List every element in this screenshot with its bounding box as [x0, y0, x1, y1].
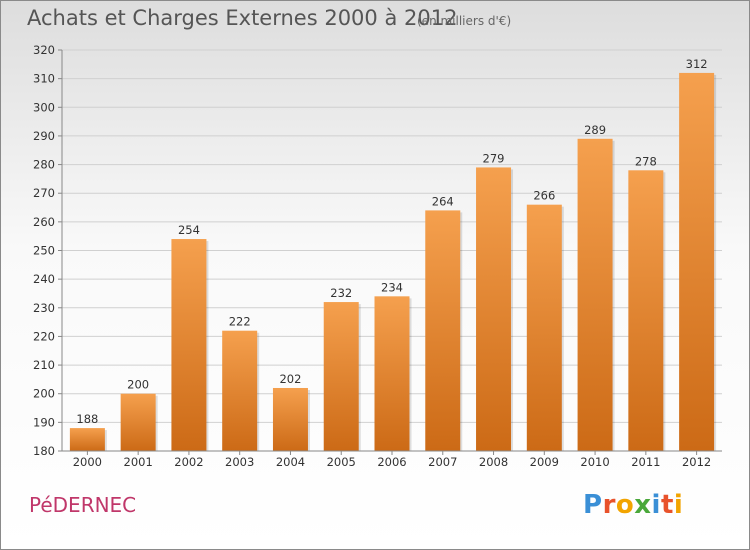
x-tick-label: 2007	[428, 455, 457, 469]
bar	[69, 428, 105, 451]
x-tick-label: 2009	[530, 455, 559, 469]
x-tick-label: 2004	[276, 455, 305, 469]
value-label: 289	[584, 123, 606, 137]
value-label: 222	[229, 315, 251, 329]
axes: 180 190 200 210 220 230 240 250 260 270 280 290 300 3…	[33, 43, 722, 469]
x-tick-label: 2001	[124, 455, 153, 469]
value-label: 234	[381, 280, 403, 294]
y-tick-label: 200	[33, 387, 55, 401]
x-tick-label: 2012	[682, 455, 711, 469]
x-tick-label: 2011	[631, 455, 660, 469]
bar	[577, 138, 613, 452]
value-label: 312	[686, 57, 708, 71]
y-tick-label: 230	[33, 301, 55, 315]
value-label: 232	[330, 286, 352, 300]
bar	[171, 239, 207, 451]
bar	[374, 296, 410, 451]
y-tick-label: 240	[33, 272, 55, 286]
value-label: 202	[279, 372, 301, 386]
y-tick-label: 280	[33, 158, 55, 172]
x-tick-label: 2002	[174, 455, 203, 469]
y-tick-label: 270	[33, 186, 55, 200]
chart-subtitle: (en milliers d'€)	[417, 14, 512, 28]
x-tick-label: 2003	[225, 455, 254, 469]
bar	[323, 302, 359, 451]
y-tick-label: 320	[33, 43, 55, 57]
bars: 188 200 254 222 202 232 234 264 279 266 289 278 312	[69, 57, 717, 452]
x-tick-label: 2005	[327, 455, 356, 469]
value-label: 188	[76, 412, 98, 426]
x-tick-label: 2000	[73, 455, 102, 469]
value-label: 278	[635, 154, 657, 168]
y-tick-label: 290	[33, 129, 55, 143]
proxiti-logo[interactable]: Proxiti	[583, 490, 684, 520]
x-tick-label: 2008	[479, 455, 508, 469]
bar	[222, 330, 258, 451]
x-tick-label: 2006	[377, 455, 406, 469]
bar	[272, 387, 308, 451]
bar	[628, 170, 664, 452]
chart-title: Achats et Charges Externes 2000 à 2012	[27, 6, 458, 30]
bar	[526, 204, 562, 451]
bar	[476, 167, 512, 451]
y-tick-label: 220	[33, 329, 55, 343]
y-tick-label: 310	[33, 72, 55, 86]
value-label: 254	[178, 223, 200, 237]
value-label: 279	[483, 151, 505, 165]
value-label: 200	[127, 378, 149, 392]
value-label: 264	[432, 194, 454, 208]
bar	[120, 393, 156, 451]
bar	[679, 72, 715, 452]
y-tick-label: 250	[33, 244, 55, 258]
y-tick-label: 300	[33, 100, 55, 114]
y-tick-label: 190	[33, 415, 55, 429]
bar	[425, 210, 461, 451]
x-tick-label: 2010	[580, 455, 609, 469]
value-label: 266	[533, 189, 555, 203]
commune-name: PéDERNEC	[29, 493, 137, 517]
y-tick-label: 180	[33, 444, 55, 458]
y-tick-label: 260	[33, 215, 55, 229]
y-tick-label: 210	[33, 358, 55, 372]
